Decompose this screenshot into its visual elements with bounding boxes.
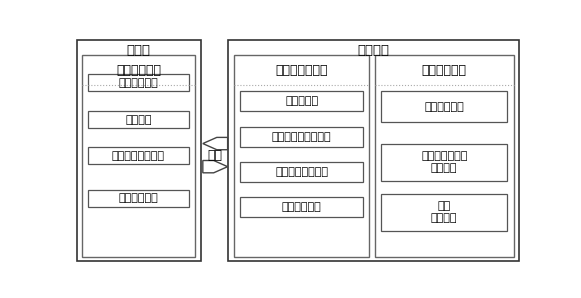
Bar [381, 144, 507, 181]
Text: 后台管理系统: 后台管理系统 [422, 64, 467, 77]
Bar [381, 91, 507, 122]
Text: 影像拍片系统: 影像拍片系统 [119, 78, 159, 88]
Polygon shape [203, 161, 228, 173]
Bar [240, 198, 363, 218]
Bar [375, 55, 514, 257]
Text: 用户管理模块: 用户管理模块 [424, 102, 464, 111]
Bar [88, 111, 189, 128]
Text: 专家会诊模块: 专家会诊模块 [282, 202, 321, 212]
Text: 云服务端: 云服务端 [357, 44, 389, 57]
Text: 诊断模块: 诊断模块 [125, 115, 152, 125]
Text: 病例及影像资料
管理模块: 病例及影像资料 管理模块 [421, 151, 468, 173]
Bar [77, 40, 200, 261]
Text: 云计算诊断系统: 云计算诊断系统 [275, 64, 328, 77]
Text: 计算机辅助检测模块: 计算机辅助检测模块 [272, 132, 331, 142]
Bar [234, 55, 370, 257]
Bar [240, 127, 363, 147]
Polygon shape [203, 137, 228, 150]
Text: 客户端: 客户端 [127, 44, 150, 57]
Bar [228, 40, 519, 261]
Bar [240, 162, 363, 182]
Bar [88, 148, 189, 164]
Bar [381, 194, 507, 231]
Text: 用户终端模块: 用户终端模块 [116, 64, 161, 77]
Bar [88, 74, 189, 91]
Text: 通信: 通信 [208, 149, 223, 162]
Text: 单一专家诊断模块: 单一专家诊断模块 [275, 167, 328, 177]
Text: 日志
管理模块: 日志 管理模块 [431, 201, 457, 223]
Text: 终端打印系统: 终端打印系统 [119, 193, 159, 203]
Text: 诊断请求发送系统: 诊断请求发送系统 [112, 151, 165, 161]
Text: 云存储系统: 云存储系统 [285, 96, 318, 106]
Bar [88, 190, 189, 207]
Bar [82, 55, 195, 257]
Bar [240, 91, 363, 111]
